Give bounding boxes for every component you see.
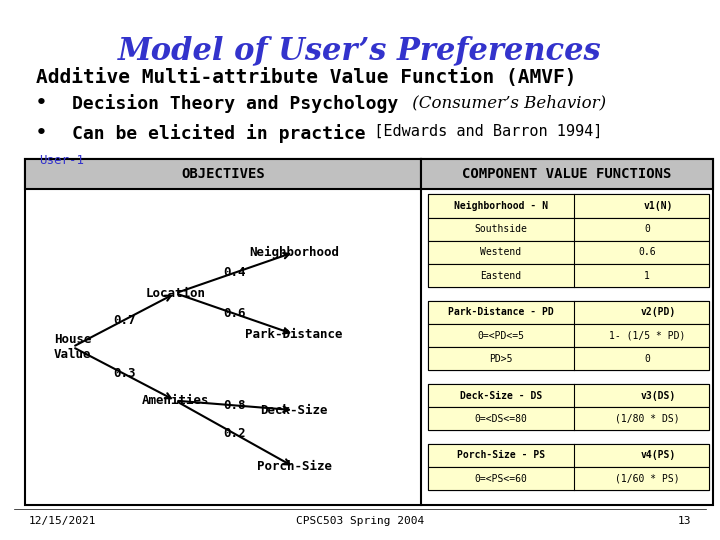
Text: PD>5: PD>5 xyxy=(489,354,513,364)
Bar xyxy=(428,301,709,324)
Bar xyxy=(428,264,709,287)
Text: v3(DS): v3(DS) xyxy=(641,390,676,401)
Text: 0.2: 0.2 xyxy=(223,427,246,440)
Text: 0=<PS<=60: 0=<PS<=60 xyxy=(474,474,527,484)
Bar xyxy=(428,324,709,347)
Bar xyxy=(420,159,713,189)
Text: Deck-Size: Deck-Size xyxy=(261,403,328,417)
Text: [Edwards and Barron 1994]: [Edwards and Barron 1994] xyxy=(356,124,603,139)
Text: 0.7: 0.7 xyxy=(113,314,135,327)
Bar xyxy=(428,384,709,407)
Text: 0.3: 0.3 xyxy=(113,367,135,380)
Text: 0=<PD<=5: 0=<PD<=5 xyxy=(477,330,524,341)
Text: Neighborhood: Neighborhood xyxy=(249,246,339,259)
Text: Southside: Southside xyxy=(474,224,527,234)
Bar xyxy=(25,159,713,505)
Bar xyxy=(25,159,420,189)
Text: Park-Distance - PD: Park-Distance - PD xyxy=(448,307,554,318)
Text: (1/80 * DS): (1/80 * DS) xyxy=(615,414,680,424)
Bar xyxy=(428,444,709,467)
Bar xyxy=(428,384,709,430)
Text: 0: 0 xyxy=(644,224,650,234)
Text: (Consumer’s Behavior): (Consumer’s Behavior) xyxy=(407,94,606,111)
Bar xyxy=(428,347,709,370)
Text: 12/15/2021: 12/15/2021 xyxy=(29,516,96,526)
Bar xyxy=(428,218,709,241)
Text: 1: 1 xyxy=(644,271,650,281)
Text: OBJECTIVES: OBJECTIVES xyxy=(181,167,265,181)
Bar xyxy=(428,241,709,264)
Text: •: • xyxy=(36,124,47,142)
Text: COMPONENT VALUE FUNCTIONS: COMPONENT VALUE FUNCTIONS xyxy=(462,167,671,181)
Text: CPSC503 Spring 2004: CPSC503 Spring 2004 xyxy=(296,516,424,526)
Text: House
Value: House Value xyxy=(54,333,91,361)
Text: v4(PS): v4(PS) xyxy=(641,450,676,461)
Bar xyxy=(428,407,709,430)
Text: Location: Location xyxy=(145,287,205,300)
Text: 0.8: 0.8 xyxy=(223,399,246,412)
Text: 0.6: 0.6 xyxy=(639,247,656,258)
Text: 1- (1/5 * PD): 1- (1/5 * PD) xyxy=(609,330,685,341)
Text: Deck-Size - DS: Deck-Size - DS xyxy=(460,390,542,401)
Text: •: • xyxy=(36,94,47,112)
Text: 0=<DS<=80: 0=<DS<=80 xyxy=(474,414,527,424)
Text: Eastend: Eastend xyxy=(480,271,521,281)
Text: v1(N): v1(N) xyxy=(644,201,673,211)
Text: v2(PD): v2(PD) xyxy=(641,307,676,318)
Bar xyxy=(428,467,709,490)
Text: Park-Distance: Park-Distance xyxy=(246,328,343,341)
Text: Neighborhood - N: Neighborhood - N xyxy=(454,201,548,211)
Text: Can be elicited in practice: Can be elicited in practice xyxy=(72,124,366,143)
Text: (1/60 * PS): (1/60 * PS) xyxy=(615,474,680,484)
Text: Model of User’s Preferences: Model of User’s Preferences xyxy=(118,35,602,66)
Text: 0.6: 0.6 xyxy=(223,307,246,320)
Text: Westend: Westend xyxy=(480,247,521,258)
Text: Porch-Size: Porch-Size xyxy=(256,461,331,474)
Bar xyxy=(428,194,709,218)
Text: Additive Multi-attribute Value Function (AMVF): Additive Multi-attribute Value Function … xyxy=(36,68,577,86)
Bar xyxy=(428,194,709,287)
Text: Amenities: Amenities xyxy=(142,394,210,407)
Text: 0: 0 xyxy=(644,354,650,364)
Text: 0.4: 0.4 xyxy=(223,266,246,279)
Text: User-1: User-1 xyxy=(40,154,85,167)
Text: 13: 13 xyxy=(678,516,691,526)
Text: Decision Theory and Psychology: Decision Theory and Psychology xyxy=(72,94,398,113)
Text: Porch-Size - PS: Porch-Size - PS xyxy=(457,450,545,461)
Bar xyxy=(428,301,709,370)
Bar xyxy=(428,444,709,490)
